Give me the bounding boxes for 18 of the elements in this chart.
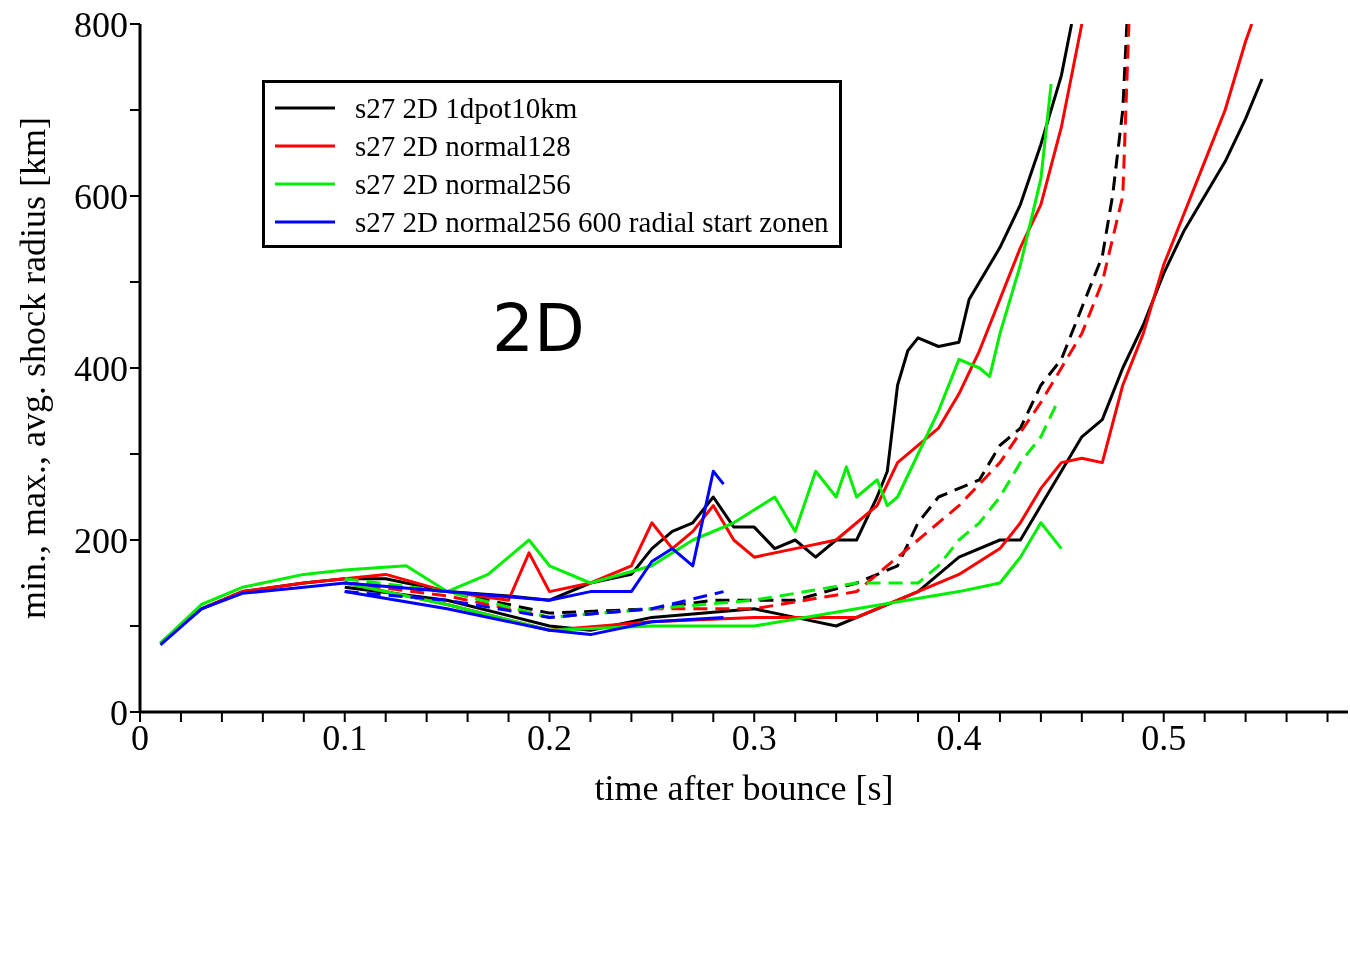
x-tick-label: 0.2	[526, 717, 572, 758]
y-tick-label: 0	[110, 692, 128, 733]
annotation: 2D	[492, 290, 585, 367]
x-tick-label: 0.4	[936, 717, 982, 758]
line-series	[158, 469, 726, 647]
y-tick-label: 200	[74, 520, 128, 561]
y-tick-label: 400	[74, 348, 128, 389]
y-tick-label: 800	[74, 4, 128, 45]
legend-label: s27 2D normal256 600 radial start zonen	[355, 205, 829, 239]
x-tick-label: 0.5	[1141, 717, 1187, 758]
x-tick-label: 0.1	[322, 717, 368, 758]
legend-label: s27 2D 1dpot10km	[355, 91, 578, 125]
x-axis-title: time after bounce [s]	[594, 768, 894, 808]
y-tick-label: 600	[74, 176, 128, 217]
y-axis-title: min., max., avg. shock radius [km]	[12, 117, 53, 619]
legend-label: s27 2D normal128	[355, 129, 571, 163]
legend-label: s27 2D normal256	[355, 167, 571, 201]
x-tick-label: 0.3	[731, 717, 777, 758]
